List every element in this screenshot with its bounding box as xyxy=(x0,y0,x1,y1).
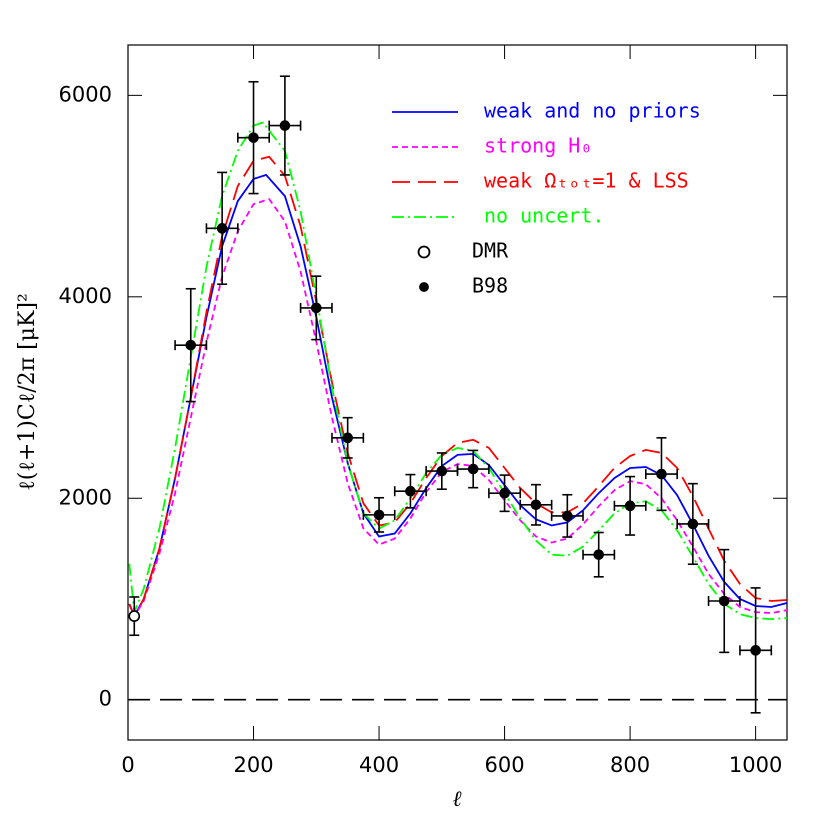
data-point xyxy=(467,463,479,475)
curve xyxy=(128,121,788,621)
data-point xyxy=(499,487,510,499)
x-tick-label: 200 xyxy=(233,753,273,777)
y-tick-label: 0 xyxy=(99,687,112,711)
curve xyxy=(128,173,788,619)
x-tick-label: 1000 xyxy=(729,753,782,777)
curve xyxy=(128,155,788,619)
y-tick-label: 6000 xyxy=(59,82,112,106)
legend-label: weak Ωₜₒₜ=1 & LSS xyxy=(484,169,689,193)
data-point xyxy=(405,485,416,497)
x-tick-label: 0 xyxy=(121,753,134,777)
x-tick-label: 800 xyxy=(610,753,650,777)
legend-label: no uncert. xyxy=(484,204,604,228)
data-point xyxy=(373,509,385,521)
curve xyxy=(128,198,788,619)
y-axis-label: ℓ(ℓ+1)Cℓ/2π [μK]² xyxy=(15,293,40,491)
legend-marker xyxy=(419,282,429,292)
data-point xyxy=(718,595,730,607)
legend-label: strong H₀ xyxy=(484,134,592,158)
data-point xyxy=(310,302,322,314)
y-tick-label: 2000 xyxy=(59,485,112,509)
data-point xyxy=(624,500,636,512)
data-point xyxy=(185,339,197,351)
plot-frame xyxy=(127,44,788,741)
data-point xyxy=(562,510,573,522)
legend-label: weak and no priors xyxy=(484,99,701,123)
data-point xyxy=(530,499,542,511)
data-point xyxy=(216,223,228,234)
x-tick-label: 400 xyxy=(359,753,399,777)
legend-label: DMR xyxy=(472,239,509,263)
data-point xyxy=(656,468,667,480)
y-tick-label: 4000 xyxy=(59,284,112,308)
data-point xyxy=(248,132,259,143)
data-point xyxy=(436,465,448,477)
data-point xyxy=(687,518,699,530)
data-point xyxy=(750,645,761,656)
x-tick-label: 600 xyxy=(485,753,525,777)
legend-marker xyxy=(417,245,431,259)
data-point xyxy=(128,610,141,622)
data-point xyxy=(342,432,353,444)
legend-label: B98 xyxy=(472,274,508,298)
x-axis-label: ℓ xyxy=(452,787,462,812)
data-point xyxy=(593,549,605,560)
data-point xyxy=(279,120,291,131)
